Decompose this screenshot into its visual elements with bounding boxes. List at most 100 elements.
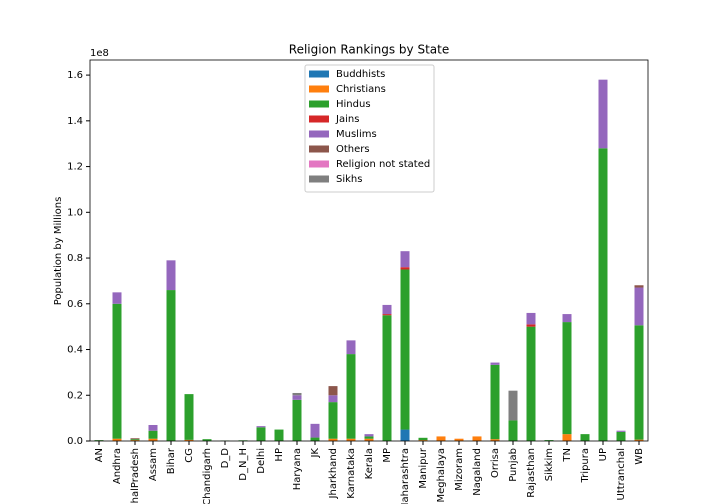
bar-segment xyxy=(364,434,374,437)
bar-segment xyxy=(328,402,338,439)
x-tick-label: Assam xyxy=(148,448,159,481)
bar-segment xyxy=(526,326,536,441)
bar-segment xyxy=(472,436,482,441)
bar-segment xyxy=(256,427,266,441)
legend-swatch xyxy=(309,175,329,183)
bar-segment xyxy=(418,437,428,441)
bar-segment xyxy=(400,269,410,430)
x-tick-label: AN xyxy=(94,448,105,462)
x-tick-label: Delhi xyxy=(256,448,267,474)
bar-segment xyxy=(598,79,608,149)
bar-segment xyxy=(94,440,104,441)
plot-frame xyxy=(89,59,649,442)
x-tick-label: D_N_H xyxy=(238,448,249,481)
bar-segment xyxy=(130,438,140,440)
bar-segment xyxy=(562,322,572,435)
legend-box xyxy=(304,64,435,193)
bar-segment xyxy=(562,434,572,441)
bar-segment xyxy=(148,438,158,441)
bar-segment xyxy=(400,267,410,270)
y-tick-label: 0.6 xyxy=(67,299,83,310)
bar-segment xyxy=(166,290,176,441)
x-tick-label: Bihar xyxy=(166,447,177,474)
x-tick-label: Sikkim xyxy=(544,448,555,481)
bar-segment xyxy=(346,340,356,355)
bar-segment xyxy=(346,438,356,441)
bar-segment xyxy=(364,436,374,439)
bar-segment xyxy=(634,285,644,288)
legend-swatch xyxy=(309,160,329,168)
bar-segment xyxy=(634,287,644,326)
bar-segment xyxy=(490,362,500,365)
chart-title: Religion Rankings by State xyxy=(289,43,449,57)
legend-swatch xyxy=(309,100,329,108)
bar-segment xyxy=(382,304,392,315)
legend-swatch xyxy=(309,130,329,138)
y-tick-label: 1.6 xyxy=(67,70,83,81)
bar-segment xyxy=(382,314,392,316)
x-tick-label: JK xyxy=(310,448,321,459)
bar-segment xyxy=(454,438,464,441)
legend-swatch xyxy=(309,145,329,153)
bar-segment xyxy=(526,324,536,327)
bar-segment xyxy=(508,420,518,441)
bar-segment xyxy=(202,439,212,441)
bar-segment xyxy=(184,439,194,441)
x-tick-label: Jharkhand xyxy=(328,448,339,499)
bar-segment xyxy=(292,399,302,441)
x-tick-label: Haryana xyxy=(292,448,303,490)
legend-label: Sikhs xyxy=(336,174,362,185)
x-tick-label: HP xyxy=(274,448,285,462)
bar-segment xyxy=(112,303,122,439)
legend-swatch xyxy=(309,85,329,93)
bar-segment xyxy=(166,260,176,291)
y-axis-label: Population by Millions xyxy=(53,197,64,306)
x-tick-label: Uttranchal xyxy=(616,448,627,500)
legend-label: Buddhists xyxy=(336,69,385,80)
x-tick-label: Tripura xyxy=(580,448,591,483)
bar-segment xyxy=(490,439,500,441)
bar-segment xyxy=(184,394,194,440)
y-tick-label: 0.0 xyxy=(67,436,83,447)
bar-segment xyxy=(508,390,518,421)
bar-segment xyxy=(328,395,338,403)
bar-segment xyxy=(364,438,374,441)
x-tick-label: Kerala xyxy=(364,448,375,479)
bar-segment xyxy=(310,423,320,438)
y-tick-label: 0.2 xyxy=(67,390,83,401)
bar-segment xyxy=(382,315,392,441)
bar-segment xyxy=(148,424,158,431)
x-tick-label: D_D xyxy=(220,448,231,469)
x-tick-label: TN xyxy=(562,448,573,463)
bar-segment xyxy=(256,426,266,428)
legend-label: Hindus xyxy=(336,99,371,110)
x-tick-label: Karnataka xyxy=(346,448,357,499)
legend-label: Muslims xyxy=(336,129,377,140)
x-tick-label: Orrisa xyxy=(490,448,501,478)
bar-segment xyxy=(130,439,140,441)
legend-label: Christians xyxy=(336,84,386,95)
bar-segment xyxy=(292,392,302,396)
bar-segment xyxy=(418,440,428,441)
x-tick-label: MP xyxy=(382,448,393,463)
bar-segment xyxy=(400,251,410,268)
x-tick-label: Maharashtra xyxy=(400,448,411,504)
legend-label: Others xyxy=(336,144,370,155)
bar-segment xyxy=(616,430,626,432)
y-tick-label: 1.2 xyxy=(67,162,83,173)
x-tick-label: Andhra xyxy=(112,448,123,484)
bar-segment xyxy=(328,438,338,441)
y-tick-label: 0.4 xyxy=(67,345,83,356)
bar-segment xyxy=(112,292,122,304)
legend-swatch xyxy=(309,70,329,78)
bar-segment xyxy=(544,440,554,441)
bar-segment xyxy=(112,438,122,441)
x-tick-label: Mizoram xyxy=(454,448,465,491)
y-tick-label: 1.0 xyxy=(67,207,83,218)
x-tick-label: Chandigarh xyxy=(202,448,213,504)
bar-segment xyxy=(616,431,626,441)
bar-segment xyxy=(310,437,320,441)
bar-segment xyxy=(130,440,140,441)
x-tick-label: WB xyxy=(634,448,645,465)
